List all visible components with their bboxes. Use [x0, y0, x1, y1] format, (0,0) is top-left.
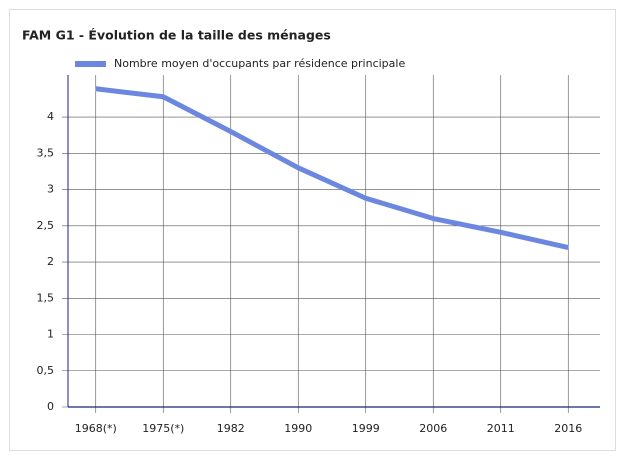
x-tick-label: 2011	[487, 422, 515, 435]
x-tick-label: 2016	[554, 422, 582, 435]
x-tick-label: 1982	[217, 422, 245, 435]
y-tick-label: 0,5	[37, 364, 55, 377]
y-tick-label: 1,5	[37, 291, 55, 304]
y-tick-label: 4	[47, 110, 54, 123]
legend-label: Nombre moyen d'occupants par résidence p…	[114, 57, 405, 70]
legend-swatch	[75, 61, 106, 67]
y-tick-label: 2	[47, 255, 54, 268]
line	[95, 86, 569, 250]
y-tick-label: 0	[47, 400, 54, 413]
x-tick-label: 1975(*)	[142, 422, 184, 435]
chart-title: FAM G1 - Évolution de la taille des ména…	[22, 28, 331, 43]
x-tick-label: 1999	[352, 422, 380, 435]
x-tick-label: 1990	[284, 422, 312, 435]
y-tick-label: 3,5	[37, 146, 55, 159]
chart-frame	[9, 9, 616, 451]
x-tick-label: 1968(*)	[75, 422, 117, 435]
y-tick-label: 1	[47, 328, 54, 341]
y-tick-label: 2,5	[37, 219, 55, 232]
y-tick-label: 3	[47, 183, 54, 196]
x-tick-label: 2006	[419, 422, 447, 435]
